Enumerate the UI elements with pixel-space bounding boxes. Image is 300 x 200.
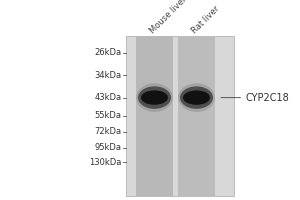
Text: 55kDa: 55kDa <box>94 111 122 120</box>
Text: Rat liver: Rat liver <box>190 4 221 35</box>
Text: 26kDa: 26kDa <box>94 48 122 57</box>
Text: 34kDa: 34kDa <box>94 71 122 80</box>
Text: 130kDa: 130kDa <box>89 158 122 167</box>
Ellipse shape <box>183 90 210 105</box>
Bar <box>178 36 215 196</box>
Bar <box>126 36 234 196</box>
Text: 95kDa: 95kDa <box>94 144 122 152</box>
Text: Mouse liver: Mouse liver <box>148 0 189 35</box>
Ellipse shape <box>136 83 173 112</box>
Text: 43kDa: 43kDa <box>94 93 122 102</box>
Ellipse shape <box>138 86 171 109</box>
Bar <box>136 36 173 196</box>
Ellipse shape <box>178 83 215 112</box>
Text: CYP2C18: CYP2C18 <box>221 93 290 103</box>
Ellipse shape <box>141 90 168 105</box>
Ellipse shape <box>180 86 213 109</box>
Text: 72kDa: 72kDa <box>94 128 122 136</box>
